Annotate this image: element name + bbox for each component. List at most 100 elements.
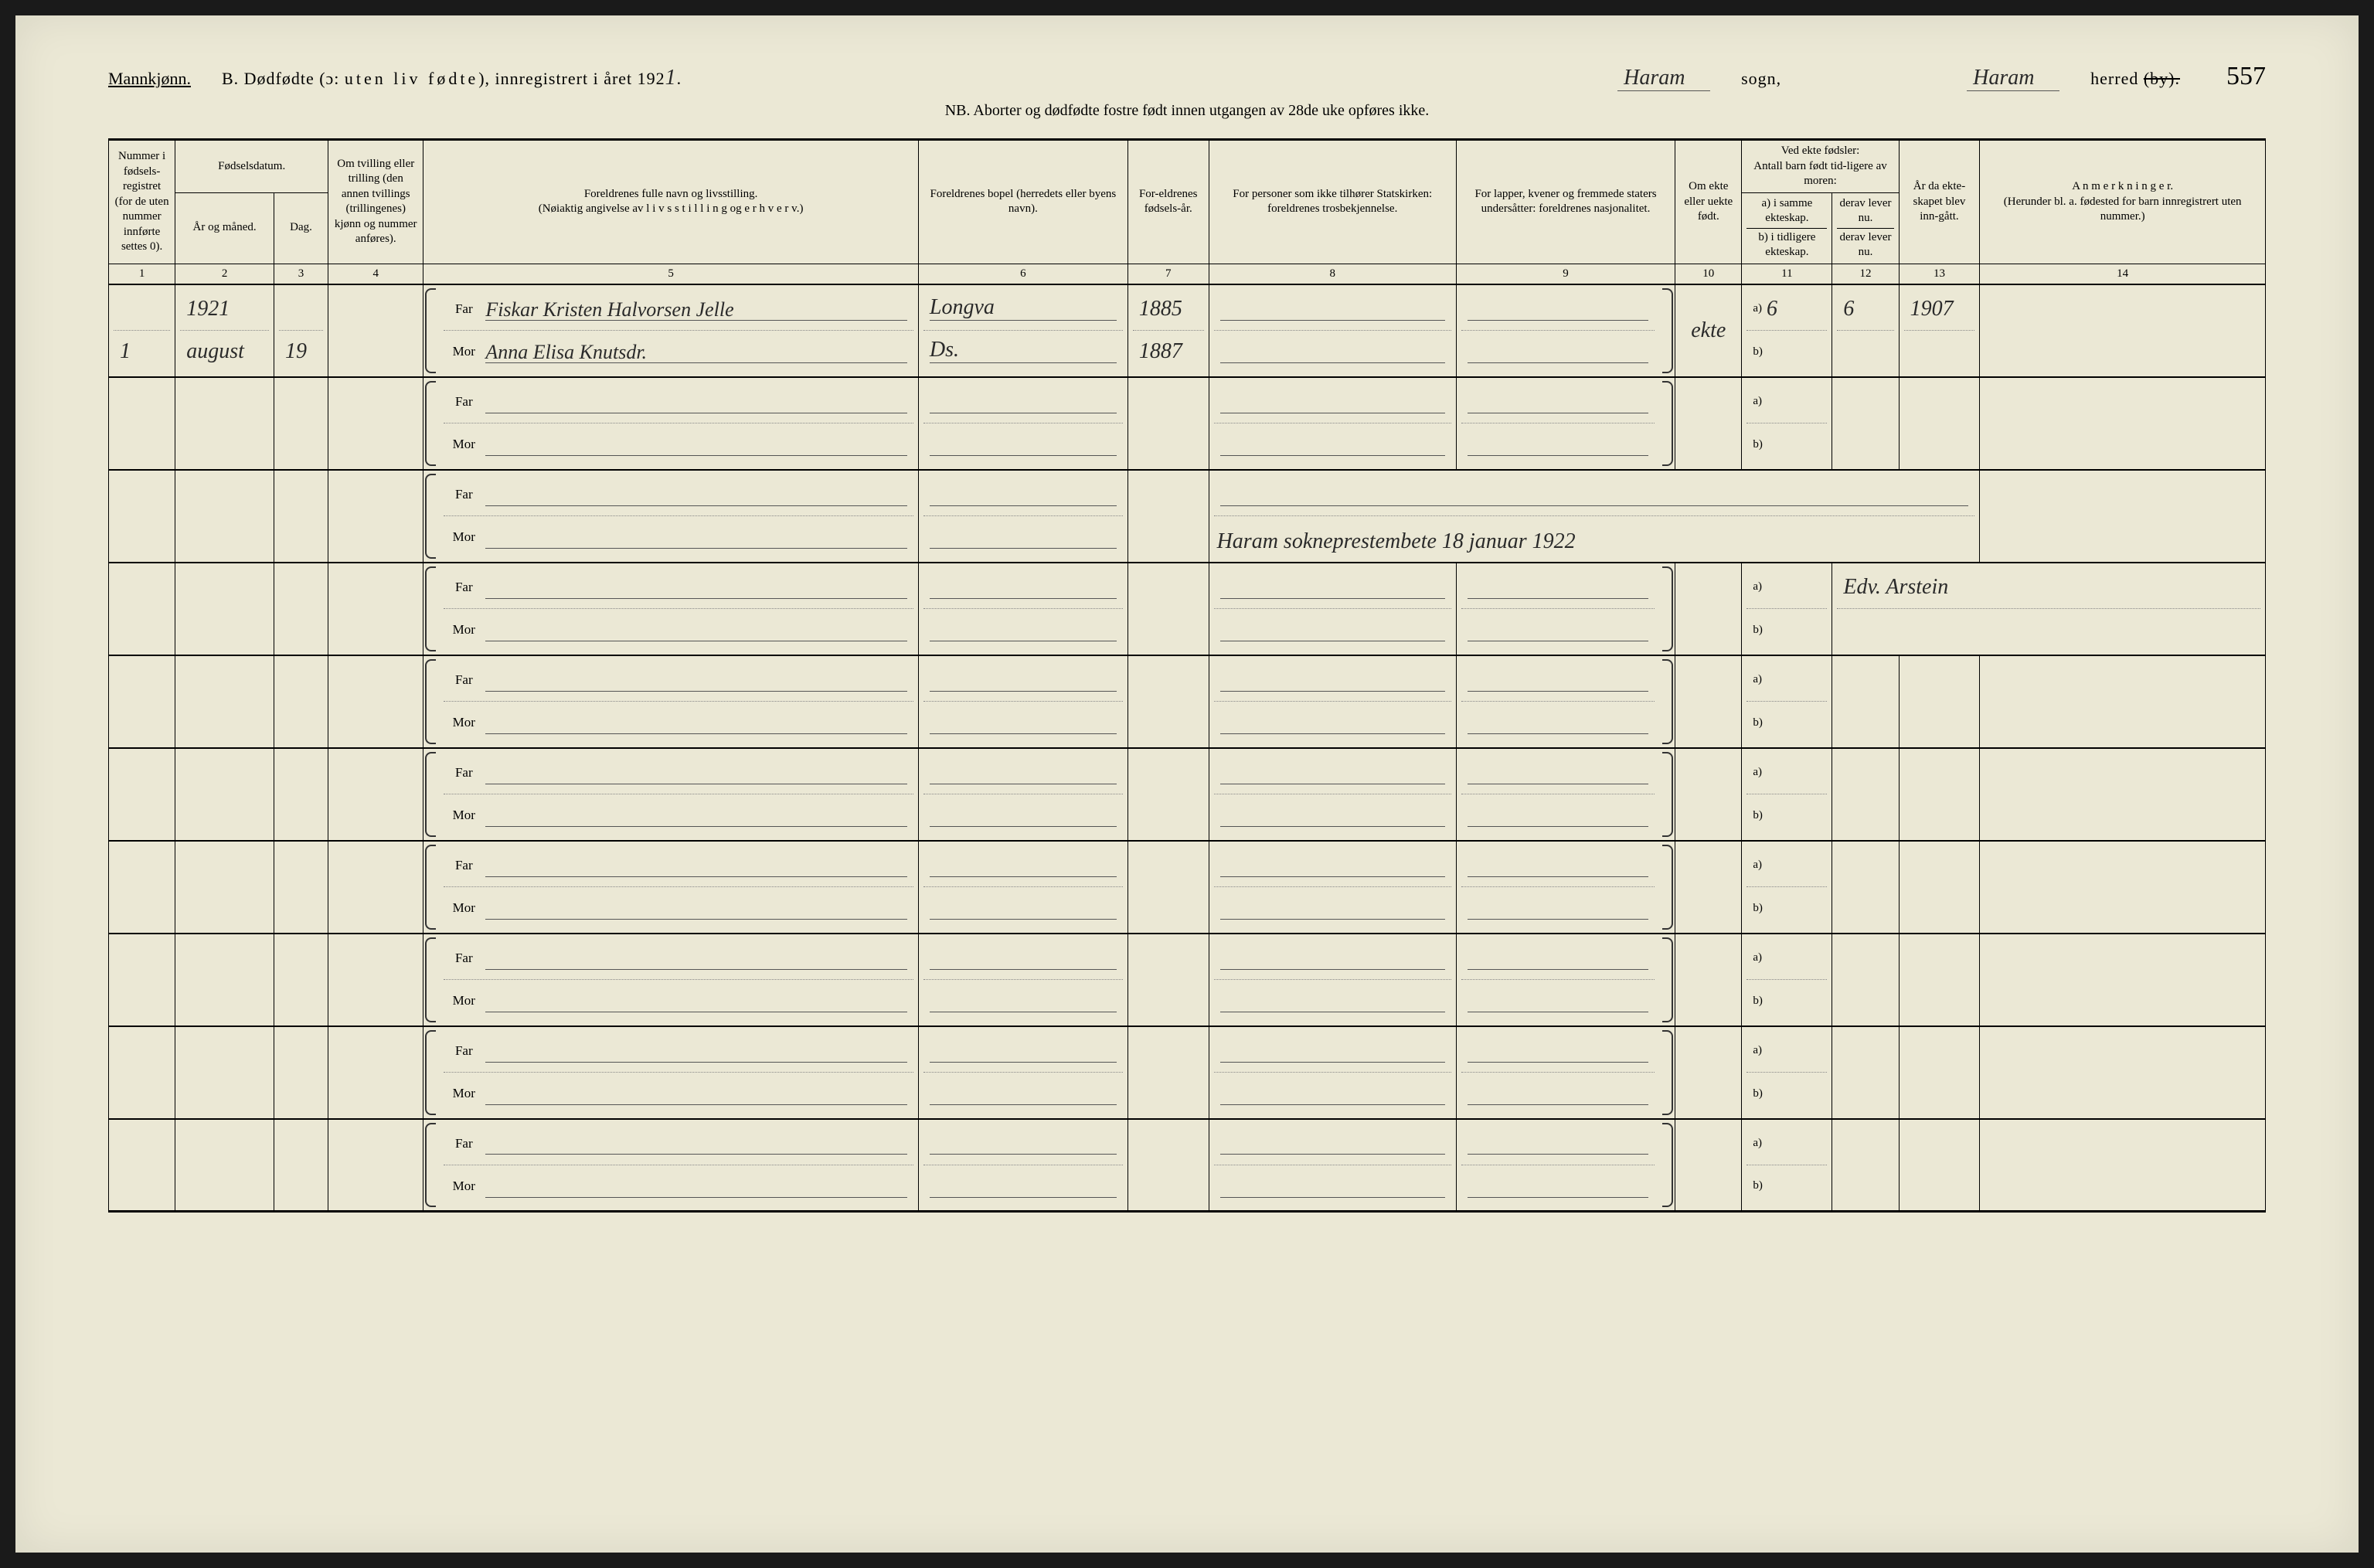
cell <box>328 748 423 841</box>
cell <box>1456 748 1675 841</box>
cell <box>918 934 1127 1026</box>
cell <box>1127 377 1209 470</box>
col-1-header: Nummer i fødsels-registret (for de uten … <box>109 140 175 264</box>
col-10-header: Om ekte eller uekte født. <box>1675 140 1742 264</box>
far-label: Far <box>450 580 478 595</box>
cell: a)b) <box>1742 748 1832 841</box>
mor-label: Mor <box>450 715 478 730</box>
a-label: a) <box>1753 580 1762 594</box>
gender-label: Mannkjønn. <box>108 69 191 89</box>
colnum-3: 3 <box>274 264 328 284</box>
cell <box>274 748 328 841</box>
far-label: Far <box>450 1136 478 1151</box>
cell <box>1980 934 2266 1026</box>
cell <box>1209 563 1456 655</box>
mor-label: Mor <box>450 900 478 916</box>
cell <box>1899 841 1980 934</box>
cell <box>274 563 328 655</box>
col-2b-header: Dag. <box>274 192 328 264</box>
cell <box>1675 1026 1742 1119</box>
b-label: b) <box>1753 1179 1763 1192</box>
mor-label: Mor <box>450 993 478 1008</box>
colnum-9: 9 <box>1456 264 1675 284</box>
colnum-1: 1 <box>109 264 175 284</box>
colnum-8: 8 <box>1209 264 1456 284</box>
colnum-7: 7 <box>1127 264 1209 284</box>
far-name: Fiskar Kristen Halvorsen Jelle <box>485 300 733 320</box>
cell <box>328 470 423 563</box>
cell <box>1127 748 1209 841</box>
mor-label: Mor <box>450 622 478 638</box>
entry-row-4: FarMor a)b) Edv. Arstein <box>109 563 2266 655</box>
cell <box>1127 470 1209 563</box>
cell <box>1209 1119 1456 1212</box>
cell <box>1127 1119 1209 1212</box>
cell <box>175 470 274 563</box>
colnum-12: 12 <box>1832 264 1899 284</box>
col-4-header: Om tvilling eller trilling (den annen tv… <box>328 140 423 264</box>
cell <box>1209 748 1456 841</box>
cell <box>918 563 1127 655</box>
cell <box>1832 377 1899 470</box>
cell <box>328 377 423 470</box>
cell <box>1832 841 1899 934</box>
cell <box>1980 655 2266 748</box>
cell <box>1127 934 1209 1026</box>
col-13-header: År da ekte-skapet blev inn-gått. <box>1899 140 1980 264</box>
b-label: b) <box>1753 995 1763 1008</box>
mor-label: Mor <box>450 808 478 823</box>
col-8-header: For personer som ikke tilhører Statskirk… <box>1209 140 1456 264</box>
colnum-2: 2 <box>175 264 274 284</box>
brace-right-icon <box>1662 566 1673 651</box>
cell: a)b) <box>1742 1026 1832 1119</box>
cell <box>109 1119 175 1212</box>
cell <box>328 655 423 748</box>
cell <box>1127 563 1209 655</box>
cell <box>109 748 175 841</box>
entry-row-5: FarMor a)b) <box>109 655 2266 748</box>
cell <box>1209 841 1456 934</box>
c11b-text: b) i tidligere ekteskap. <box>1746 228 1827 260</box>
entry-1-anm <box>1980 284 2266 377</box>
cell: a)b) <box>1742 655 1832 748</box>
month-value: august <box>186 339 244 364</box>
entry-row-6: FarMor a)b) <box>109 748 2266 841</box>
b-label: b) <box>1753 1087 1763 1100</box>
colnum-14: 14 <box>1980 264 2266 284</box>
cell <box>274 1026 328 1119</box>
cell: a)b) <box>1742 934 1832 1026</box>
cell <box>918 470 1127 563</box>
col-9-header: For lapper, kvener og fremmede staters u… <box>1456 140 1675 264</box>
cell <box>1456 841 1675 934</box>
colnum-11: 11 <box>1742 264 1832 284</box>
cell <box>1675 377 1742 470</box>
cell <box>109 1026 175 1119</box>
year-digit: 1 <box>665 66 677 90</box>
far-label: Far <box>450 951 478 966</box>
herred-value: Haram <box>1967 66 2059 91</box>
cell <box>175 934 274 1026</box>
col-11-top-header: Ved ekte fødsler: Antall barn født tid-l… <box>1742 140 1899 193</box>
cell <box>1980 841 2266 934</box>
cell <box>1832 1026 1899 1119</box>
cell <box>1675 748 1742 841</box>
b-label: b) <box>1753 438 1763 451</box>
b-label: b) <box>1753 624 1763 637</box>
a-label: a) <box>1753 1137 1762 1150</box>
b-label: b) <box>1753 809 1763 822</box>
mor-label: Mor <box>450 344 478 359</box>
cell <box>175 1026 274 1119</box>
table-body: 1 1921august 19 FarFiskar Kristen Halvor… <box>109 284 2266 1212</box>
cell <box>175 563 274 655</box>
brace-icon <box>425 474 436 559</box>
brace-icon <box>425 1123 436 1208</box>
cell <box>1675 841 1742 934</box>
brace-icon <box>425 381 436 466</box>
entry-1-c13: 1907 <box>1899 284 1980 377</box>
entry-1-bopel: LongvaDs. <box>918 284 1127 377</box>
a-label: a) <box>1753 395 1762 408</box>
parents-cell: Far Mor <box>423 563 919 655</box>
ekte-value: ekte <box>1691 318 1726 342</box>
cell <box>1899 1119 1980 1212</box>
by-struck: (by). <box>2144 69 2180 88</box>
